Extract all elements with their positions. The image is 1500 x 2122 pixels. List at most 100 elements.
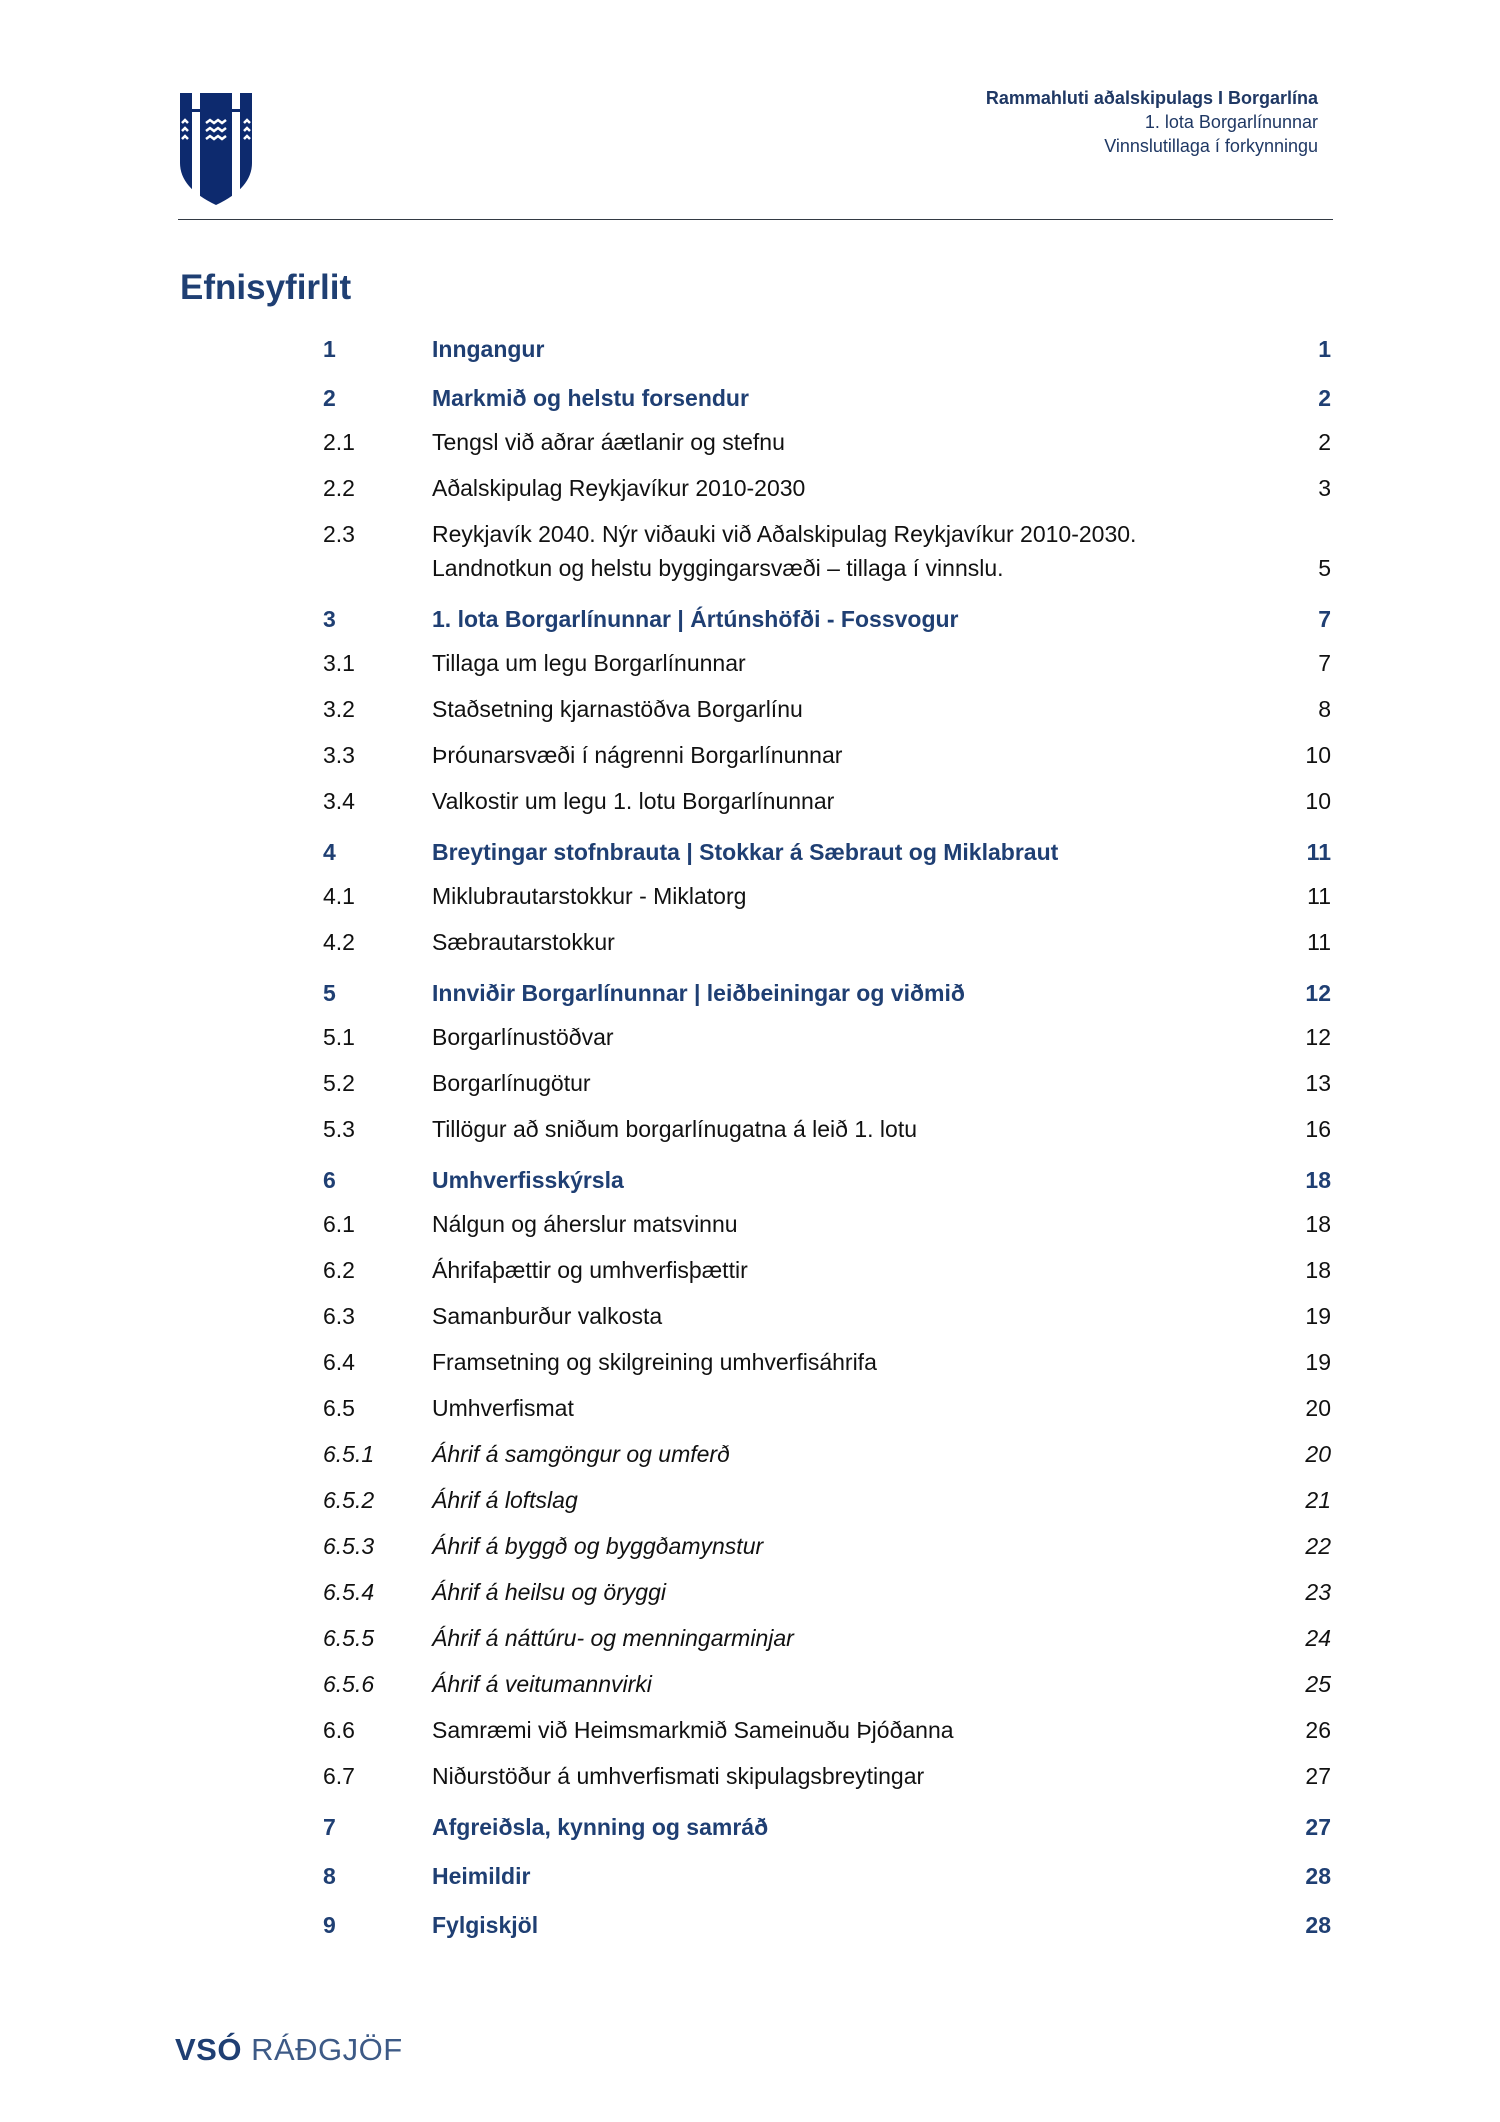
toc-entry-title: Markmið og helstu forsendur xyxy=(432,381,1251,415)
toc-entry[interactable]: 2.2 Aðalskipulag Reykjavíkur 2010-2030 3 xyxy=(323,465,1331,511)
toc-entry-title: Reykjavík 2040. Nýr viðauki við Aðalskip… xyxy=(432,517,1251,585)
toc-entry-number: 9 xyxy=(323,1912,336,1938)
toc-entry-page: 19 xyxy=(1305,1349,1331,1375)
toc-entry-page: 20 xyxy=(1305,1395,1331,1421)
toc-entry-title-line: Landnotkun og helstu byggingarsvæði – ti… xyxy=(432,555,1004,581)
vso-radgjof-logo: VSÓ RÁÐGJÖF xyxy=(175,2032,403,2068)
toc-entry[interactable]: 6.5.6 Áhrif á veitumannvirki 25 xyxy=(323,1661,1331,1707)
toc-entry-number: 2.2 xyxy=(323,475,355,501)
toc-entry-number: 3.1 xyxy=(323,650,355,676)
toc-entry[interactable]: 3.2 Staðsetning kjarnastöðva Borgarlínu 8 xyxy=(323,686,1331,732)
toc-entry-title: Miklubrautarstokkur - Miklatorg xyxy=(432,879,1251,913)
toc-entry-number: 6.5.4 xyxy=(323,1579,375,1605)
toc-entry-page: 27 xyxy=(1305,1814,1331,1840)
toc-entry-title-line: Áhrif á loftslag xyxy=(432,1487,578,1513)
toc-entry-page: 2 xyxy=(1318,385,1331,411)
coat-of-arms-logo xyxy=(180,93,252,205)
toc-entry[interactable]: 6.1 Nálgun og áherslur matsvinnu 18 xyxy=(323,1201,1331,1247)
toc-entry-page: 11 xyxy=(1307,883,1331,909)
toc-entry-page: 1 xyxy=(1318,336,1331,362)
toc-entry-number: 6.5.1 xyxy=(323,1441,375,1467)
toc-entry[interactable]: 2 Markmið og helstu forsendur 2 xyxy=(323,378,1331,419)
toc-entry-page: 20 xyxy=(1305,1441,1331,1467)
toc-entry[interactable]: 3.3 Þróunarsvæði í nágrenni Borgarlínunna… xyxy=(323,732,1331,778)
toc-entry-title-line: Áhrif á byggð og byggðamynstur xyxy=(432,1533,764,1559)
toc-entry-title-line: Reykjavík 2040. Nýr viðauki við Aðalskip… xyxy=(432,521,1137,547)
toc-entry-page: 7 xyxy=(1318,650,1331,676)
toc-entry[interactable]: 3.4 Valkostir um legu 1. lotu Borgarlínun… xyxy=(323,778,1331,824)
toc-entry-title-line: Markmið og helstu forsendur xyxy=(432,385,749,411)
toc-entry-page: 10 xyxy=(1305,742,1331,768)
toc-entry-page: 5 xyxy=(1318,555,1331,581)
toc-entry[interactable]: 6.7 Niðurstöður á umhverfismati skipulags… xyxy=(323,1753,1331,1799)
toc-entry-title: Áhrif á samgöngur og umferð xyxy=(432,1437,1251,1471)
header-document-title: Rammahluti aðalskipulags I Borgarlína xyxy=(985,88,1318,108)
toc-entry-title: Áhrif á náttúru- og menningarminjar xyxy=(432,1621,1251,1655)
footer-brand-bold: VSÓ xyxy=(175,2032,242,2067)
toc-entry-title-line: Áhrifaþættir og umhverfisþættir xyxy=(432,1257,748,1283)
toc-entry-page: 8 xyxy=(1318,696,1331,722)
toc-entry[interactable]: 3.1 Tillaga um legu Borgarlínunnar 7 xyxy=(323,640,1331,686)
toc-entry[interactable]: 6.5.4 Áhrif á heilsu og öryggi 23 xyxy=(323,1569,1331,1615)
toc-entry-title-line: Umhverfismat xyxy=(432,1395,574,1421)
toc-entry-number: 6.5.3 xyxy=(323,1533,375,1559)
toc-entry[interactable]: 6.6 Samræmi við Heimsmarkmið Sameinuðu Þj… xyxy=(323,1707,1331,1753)
toc-entry[interactable]: 4 Breytingar stofnbrauta | Stokkar á Sæbr… xyxy=(323,832,1331,873)
toc-entry-title: Breytingar stofnbrauta | Stokkar á Sæbra… xyxy=(432,835,1251,869)
toc-entry[interactable]: 7 Afgreiðsla, kynning og samráð 27 xyxy=(323,1807,1331,1848)
toc-entry[interactable]: 5 Innviðir Borgarlínunnar | leiðbeiningar… xyxy=(323,973,1331,1014)
toc-entry[interactable]: 6.4 Framsetning og skilgreining umhverfis… xyxy=(323,1339,1331,1385)
toc-entry-title-line: Staðsetning kjarnastöðva Borgarlínu xyxy=(432,696,803,722)
toc-entry[interactable]: 8 Heimildir 28 xyxy=(323,1856,1331,1897)
toc-entry-title-line: Þróunarsvæði í nágrenni Borgarlínunnar xyxy=(432,742,843,768)
toc-entry-number: 4.2 xyxy=(323,929,355,955)
toc-entry-number: 5.3 xyxy=(323,1116,355,1142)
toc-entry-title: Fylgiskjöl xyxy=(432,1908,1251,1942)
toc-entry[interactable]: 2.3 Reykjavík 2040. Nýr viðauki við Aðals… xyxy=(323,511,1331,591)
toc-entry[interactable]: 5.3 Tillögur að sniðum borgarlínugatna á … xyxy=(323,1106,1331,1152)
toc-entry-number: 2 xyxy=(323,385,336,411)
toc-entry[interactable]: 6.5 Umhverfismat 20 xyxy=(323,1385,1331,1431)
toc-entry-title: Valkostir um legu 1. lotu Borgarlínunnar xyxy=(432,784,1251,818)
toc-entry-title: Umhverfisskýrsla xyxy=(432,1163,1251,1197)
toc-entry-title-line: Samræmi við Heimsmarkmið Sameinuðu Þjóða… xyxy=(432,1717,954,1743)
toc-entry[interactable]: 5.2 Borgarlínugötur 13 xyxy=(323,1060,1331,1106)
toc-entry[interactable]: 6.5.2 Áhrif á loftslag 21 xyxy=(323,1477,1331,1523)
toc-entry[interactable]: 6.5.1 Áhrif á samgöngur og umferð 20 xyxy=(323,1431,1331,1477)
toc-entry[interactable]: 6.5.3 Áhrif á byggð og byggðamynstur 22 xyxy=(323,1523,1331,1569)
toc-entry-page: 18 xyxy=(1305,1211,1331,1237)
toc-entry-title-line: Áhrif á náttúru- og menningarminjar xyxy=(432,1625,794,1651)
toc-entry-title-line: Borgarlínugötur xyxy=(432,1070,591,1096)
toc-entry-title-line: Áhrif á veitumannvirki xyxy=(432,1671,652,1697)
header-status: Vinnslutillaga í forkynningu xyxy=(1104,136,1318,156)
toc-entry-title: Heimildir xyxy=(432,1859,1251,1893)
toc-entry[interactable]: 4.1 Miklubrautarstokkur - Miklatorg 11 xyxy=(323,873,1331,919)
toc-entry-title: Afgreiðsla, kynning og samráð xyxy=(432,1810,1251,1844)
toc-entry-number: 4.1 xyxy=(323,883,355,909)
toc-entry[interactable]: 1 Inngangur 1 xyxy=(323,329,1331,370)
toc-entry-title-line: Innviðir Borgarlínunnar | leiðbeiningar … xyxy=(432,980,965,1006)
toc-entry[interactable]: 9 Fylgiskjöl 28 xyxy=(323,1905,1331,1946)
toc-entry-title-line: Miklubrautarstokkur - Miklatorg xyxy=(432,883,747,909)
toc-entry-number: 3.3 xyxy=(323,742,355,768)
toc-entry-title-line: Framsetning og skilgreining umhverfisáhr… xyxy=(432,1349,877,1375)
toc-entry[interactable]: 2.1 Tengsl við aðrar áætlanir og stefnu 2 xyxy=(323,419,1331,465)
toc-entry-number: 6.6 xyxy=(323,1717,355,1743)
toc-entry-title: Tengsl við aðrar áætlanir og stefnu xyxy=(432,425,1251,459)
toc-entry[interactable]: 6.2 Áhrifaþættir og umhverfisþættir 18 xyxy=(323,1247,1331,1293)
toc-entry-title: Áhrif á loftslag xyxy=(432,1483,1251,1517)
running-header: Rammahluti aðalskipulags I Borgarlína 1.… xyxy=(986,86,1318,158)
toc-entry-page: 12 xyxy=(1305,980,1331,1006)
toc-entry[interactable]: 3 1. lota Borgarlínunnar | Ártúnshöfði - … xyxy=(323,599,1331,640)
toc-entry-page: 2 xyxy=(1318,429,1331,455)
toc-entry[interactable]: 4.2 Sæbrautarstokkur 11 xyxy=(323,919,1331,965)
toc-entry-number: 6.1 xyxy=(323,1211,355,1237)
toc-entry-title: Nálgun og áherslur matsvinnu xyxy=(432,1207,1251,1241)
toc-entry[interactable]: 5.1 Borgarlínustöðvar 12 xyxy=(323,1014,1331,1060)
toc-entry-page: 21 xyxy=(1305,1487,1331,1513)
toc-entry-title-line: Aðalskipulag Reykjavíkur 2010-2030 xyxy=(432,475,806,501)
toc-entry[interactable]: 6.3 Samanburður valkosta 19 xyxy=(323,1293,1331,1339)
toc-entry-title-line: Niðurstöður á umhverfismati skipulagsbre… xyxy=(432,1763,925,1789)
toc-entry[interactable]: 6 Umhverfisskýrsla 18 xyxy=(323,1160,1331,1201)
toc-entry[interactable]: 6.5.5 Áhrif á náttúru- og menningarminjar… xyxy=(323,1615,1331,1661)
